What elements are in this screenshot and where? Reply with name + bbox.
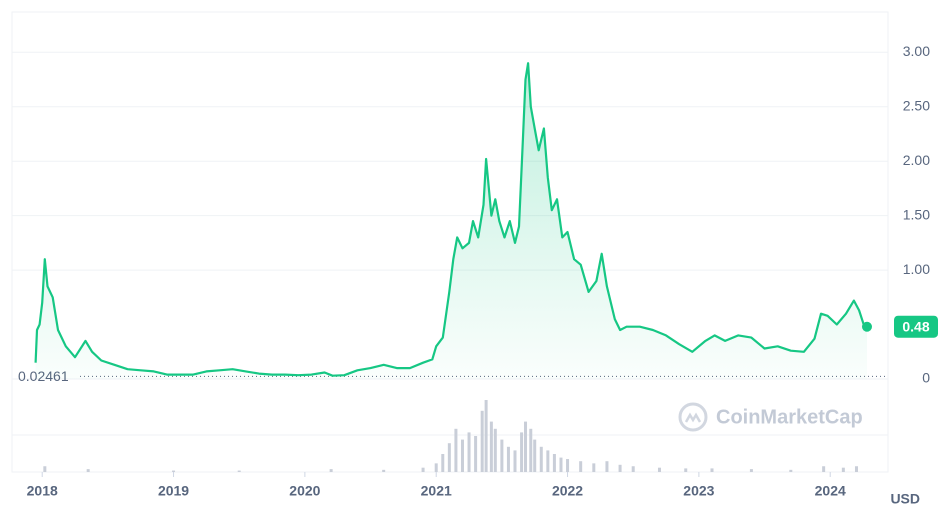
volume-bar xyxy=(172,470,176,472)
x-tick-label: 2019 xyxy=(158,483,189,499)
y-tick-label: 0 xyxy=(922,370,930,386)
volume-bar xyxy=(749,469,753,472)
volume-bar xyxy=(539,446,543,472)
volume-bar xyxy=(533,439,537,472)
volume-bar xyxy=(546,450,550,472)
volume-bar xyxy=(454,428,458,472)
y-tick-label: 2.00 xyxy=(903,152,930,168)
volume-bar xyxy=(480,410,484,472)
volume-bar xyxy=(841,467,845,472)
volume-bar xyxy=(822,466,826,472)
plot-frame xyxy=(11,11,889,473)
volume-bar xyxy=(43,466,47,472)
volume-bar xyxy=(657,467,661,472)
volume-bar xyxy=(474,436,478,472)
price-line xyxy=(34,62,867,377)
volume-bar xyxy=(631,466,635,472)
y-tick-label: 2.50 xyxy=(903,97,930,113)
volume-bar xyxy=(592,463,596,472)
last-badge xyxy=(894,315,938,338)
volume-bar xyxy=(520,432,524,472)
volume-bar xyxy=(434,463,438,472)
last-point xyxy=(861,321,872,332)
volume-bar xyxy=(854,466,858,472)
y-tick-label: 1.50 xyxy=(903,206,930,222)
x-tick-label: 2021 xyxy=(421,483,452,499)
last-label: 0.48 xyxy=(902,318,929,334)
volume-bar xyxy=(506,446,510,472)
volume-bar xyxy=(684,468,688,472)
volume-bar xyxy=(441,454,445,472)
y-unit: USD xyxy=(890,491,920,507)
volume-bar xyxy=(605,461,609,472)
watermark-logo xyxy=(678,402,708,432)
watermark: CoinMarketCap xyxy=(716,406,863,428)
x-tick-label: 2018 xyxy=(27,483,58,499)
volume-bar xyxy=(237,470,241,472)
x-tick-label: 2023 xyxy=(683,483,714,499)
volume-bar xyxy=(493,428,497,472)
y-tick-label: 1.00 xyxy=(903,261,930,277)
volume-bar xyxy=(467,432,471,472)
volume-bar xyxy=(789,469,793,472)
volume-bar xyxy=(513,450,517,472)
volume-bar xyxy=(566,459,570,472)
price-area xyxy=(35,63,868,379)
volume-bar xyxy=(460,439,464,472)
volume-bar xyxy=(579,461,583,472)
volume-bar xyxy=(382,469,386,472)
volume-bar xyxy=(421,467,425,472)
volume-bar xyxy=(447,443,451,472)
x-tick-label: 2020 xyxy=(289,483,320,499)
volume-bar xyxy=(552,454,556,472)
volume-bar xyxy=(710,468,714,472)
volume-bar xyxy=(484,400,488,472)
x-tick-label: 2022 xyxy=(552,483,583,499)
volume-bar xyxy=(524,421,528,472)
volume-bar xyxy=(86,469,90,472)
volume-bar xyxy=(618,464,622,472)
x-tick-label: 2024 xyxy=(815,483,846,499)
volume-bar xyxy=(329,469,333,472)
volume-bar xyxy=(489,421,493,472)
y-tick-label: 3.00 xyxy=(903,43,930,59)
volume-bar xyxy=(500,439,504,472)
volume-bar xyxy=(559,457,563,472)
volume-bar xyxy=(529,428,533,472)
